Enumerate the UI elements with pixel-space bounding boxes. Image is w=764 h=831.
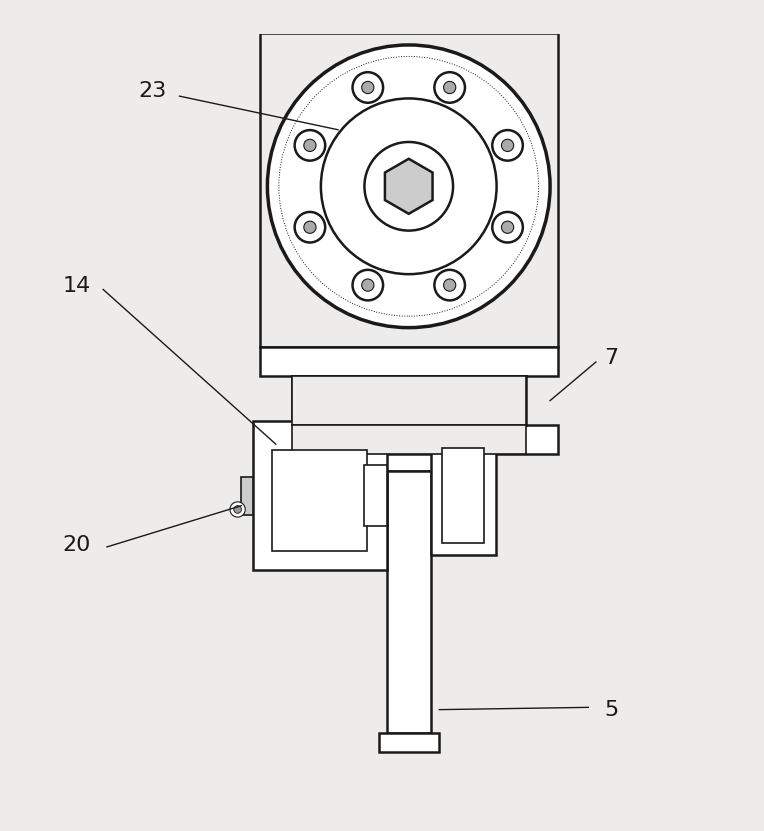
Circle shape bbox=[321, 98, 497, 274]
Circle shape bbox=[492, 212, 523, 243]
Bar bbox=[387, 471, 431, 733]
Text: 20: 20 bbox=[62, 535, 91, 555]
Bar bbox=[260, 33, 558, 347]
Circle shape bbox=[295, 212, 325, 243]
Polygon shape bbox=[260, 347, 558, 455]
Polygon shape bbox=[385, 159, 432, 214]
Bar bbox=[379, 733, 439, 752]
Circle shape bbox=[352, 270, 383, 300]
Bar bbox=[380, 455, 437, 471]
Bar bbox=[431, 436, 496, 555]
Bar bbox=[272, 450, 367, 551]
Bar bbox=[442, 448, 484, 543]
Circle shape bbox=[435, 270, 465, 300]
Circle shape bbox=[304, 221, 316, 234]
Circle shape bbox=[435, 72, 465, 103]
Text: 14: 14 bbox=[63, 276, 90, 296]
Circle shape bbox=[444, 81, 456, 94]
Bar bbox=[241, 477, 253, 515]
Text: 5: 5 bbox=[604, 700, 618, 720]
Bar bbox=[253, 421, 387, 570]
Bar bbox=[292, 376, 526, 425]
Circle shape bbox=[361, 81, 374, 94]
Circle shape bbox=[267, 45, 550, 327]
Text: 7: 7 bbox=[604, 348, 618, 368]
Circle shape bbox=[501, 140, 513, 151]
Circle shape bbox=[501, 221, 513, 234]
Circle shape bbox=[492, 130, 523, 160]
Circle shape bbox=[304, 140, 316, 151]
Circle shape bbox=[361, 279, 374, 291]
Bar bbox=[364, 465, 387, 526]
Circle shape bbox=[295, 130, 325, 160]
Circle shape bbox=[234, 505, 241, 514]
Circle shape bbox=[352, 72, 383, 103]
Circle shape bbox=[364, 142, 453, 231]
Bar bbox=[292, 425, 526, 455]
Circle shape bbox=[444, 279, 456, 291]
Circle shape bbox=[230, 502, 245, 517]
Text: 23: 23 bbox=[139, 81, 167, 101]
